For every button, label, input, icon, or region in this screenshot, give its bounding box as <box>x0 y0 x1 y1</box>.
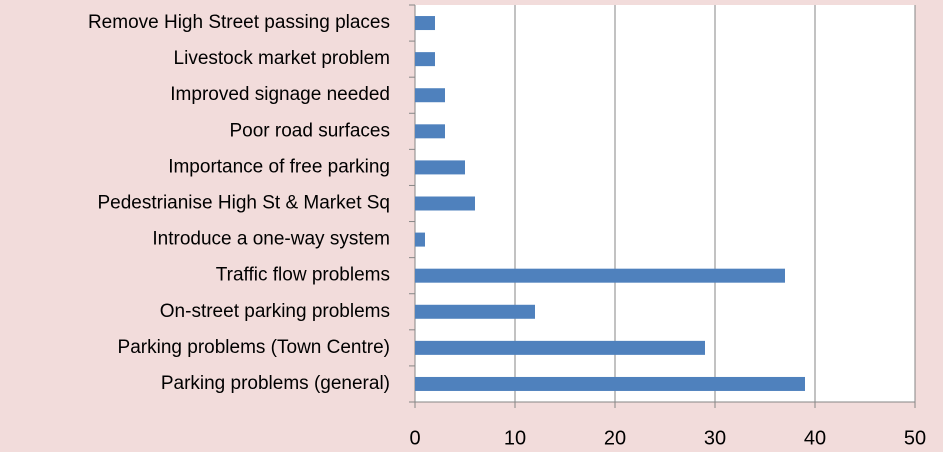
y-tick-label: Improved signage needed <box>170 84 390 105</box>
x-tick-label: 50 <box>904 427 926 449</box>
y-tick-label: Livestock market problem <box>174 48 390 69</box>
y-tick-label: Pedestrianise High St & Market Sq <box>97 193 390 214</box>
bar <box>415 340 705 355</box>
bar <box>415 232 425 247</box>
y-tick-label: Traffic flow problems <box>216 265 390 286</box>
x-tick-label: 20 <box>604 427 626 449</box>
bar <box>415 268 785 283</box>
x-tick-label: 0 <box>409 427 420 449</box>
plot-area <box>415 5 915 402</box>
bar <box>415 196 475 211</box>
y-tick-label: Parking problems (general) <box>161 373 390 394</box>
bar <box>415 88 445 103</box>
y-tick-label: Importance of free parking <box>168 156 390 177</box>
x-tick-label: 40 <box>804 427 826 449</box>
bar <box>415 16 435 31</box>
bar <box>415 160 465 175</box>
bar <box>415 52 435 67</box>
bar <box>415 124 445 139</box>
y-tick-label: On-street parking problems <box>160 301 390 322</box>
x-tick-label: 30 <box>704 427 726 449</box>
y-tick-label: Introduce a one-way system <box>152 229 390 250</box>
bar <box>415 304 535 319</box>
bar <box>415 376 805 391</box>
y-tick-label: Poor road surfaces <box>229 120 390 141</box>
x-tick-label: 10 <box>504 427 526 449</box>
y-tick-label: Remove High Street passing places <box>88 12 390 33</box>
y-tick-label: Parking problems (Town Centre) <box>118 337 390 358</box>
